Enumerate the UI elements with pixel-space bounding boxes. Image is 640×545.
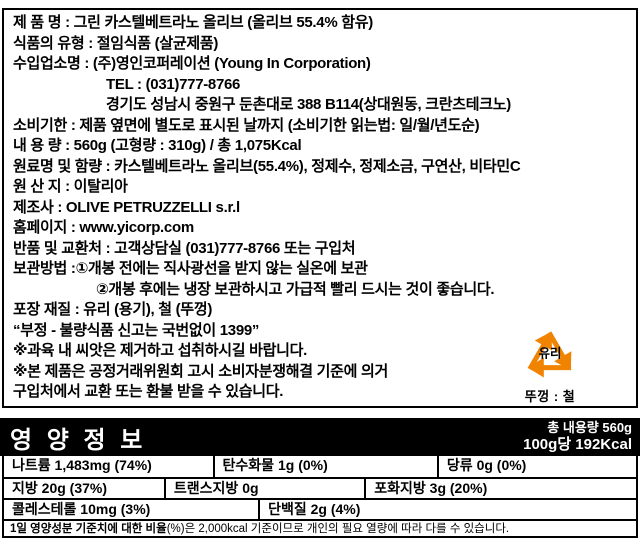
nutrient-cell: 탄수화물 1g (0%) — [212, 456, 437, 477]
nutrient-value: 10mg (3%) — [80, 501, 151, 517]
nutrient-label: 당류 — [446, 457, 477, 473]
info-line: 원료명 및 함량 : 카스텔베트라노 올리브(55.4%), 정제수, 정제소금… — [13, 157, 521, 175]
info-line: 보관방법 :①개봉 전에는 직사광선을 받지 않는 실온에 보관 — [13, 260, 368, 277]
recycle-material-label: 유리 — [539, 346, 562, 361]
nutrient-value: 1g (0%) — [277, 457, 328, 473]
nutrient-cell: 지방 20g (37%) — [4, 479, 164, 498]
info-line: 제 품 명 : 그린 카스텔베트라노 올리브 (올리브 55.4% 함유) — [13, 14, 373, 31]
glass-recycling-icon: 유리 — [527, 331, 572, 378]
nutrient-value: 20g (37%) — [41, 480, 108, 496]
nutrition-banner-right: 총 내용량 560g 100g당 192Kcal — [523, 419, 632, 453]
info-line: ※과육 내 씨앗은 제거하고 섭취하시길 바랍니다. — [13, 342, 307, 359]
nutrient-value: 0g — [242, 480, 259, 496]
nutrient-cell: 콜레스테롤 10mg (3%) — [4, 500, 258, 519]
nutrition-row: 콜레스테롤 10mg (3%) 단백질 2g (4%) — [4, 498, 636, 519]
info-line: “부정 - 불량식품 신고는 국번없이 1399” — [13, 321, 260, 339]
nutrient-cell: 트랜스지방 0g — [163, 479, 364, 498]
info-line: 포장 재질 : 유리 (용기), 철 (뚜껑) — [13, 301, 213, 318]
nutrient-label: 트랜스지방 — [173, 480, 243, 496]
lid-material-label: 뚜껑 : 철 — [524, 389, 576, 404]
nutrient-label: 단백질 — [268, 501, 311, 517]
nutrient-cell: 나트륨 1,483mg (74%) — [4, 456, 213, 477]
nutrient-label: 지방 — [12, 480, 42, 496]
product-info-box: 제 품 명 : 그린 카스텔베트라노 올리브 (올리브 55.4% 함유) 식품의… — [2, 8, 638, 408]
nutrient-value: 1,483mg (74%) — [54, 457, 152, 473]
nutrient-label: 나트륨 — [12, 457, 55, 473]
info-line: ※본 제품은 공정거래위원회 고시 소비자분쟁해결 기준에 의거 — [13, 362, 388, 380]
nutrient-cell: 포화지방 3g (20%) — [364, 479, 636, 498]
info-line: 경기도 성남시 중원구 둔촌대로 388 B114(상대원동, 크란츠테크노) — [106, 96, 511, 113]
info-line: 홈페이지 : www.yicorp.com — [13, 219, 194, 236]
nutrition-table: 나트륨 1,483mg (74%) 탄수화물 1g (0%) 당류 0g (0%) 지… — [2, 456, 638, 538]
info-line: ②개봉 후에는 냉장 보관하시고 가급적 빨리 드시는 것이 좋습니다. — [96, 280, 495, 298]
per-100g-calories: 100g당 192Kcal — [523, 435, 632, 453]
nutrient-cell: 당류 0g (0%) — [436, 456, 636, 477]
info-line: 구입처에서 교환 또는 환불 받을 수 있습니다. — [13, 383, 284, 400]
footnote-bold-text: 1일 영양성분 기준치에 대한 비율 — [10, 523, 167, 535]
info-line: 원 산 지 : 이탈리아 — [13, 178, 128, 195]
nutrition-footnote: 1일 영양성분 기준치에 대한 비율(%)은 2,000kcal 기준이므로 개… — [4, 519, 636, 536]
info-line: 제조사 : OLIVE PETRUZZELLI s.r.l — [13, 198, 240, 216]
total-content: 총 내용량 560g — [547, 419, 632, 435]
nutrient-value: 3g (20%) — [429, 480, 488, 496]
nutrient-label: 포화지방 — [374, 480, 430, 496]
nutrition-banner: 영 양 정 보 총 내용량 560g 100g당 192Kcal — [0, 418, 640, 456]
info-line: 수입업소명 : (주)영인코퍼레이션 (Young In Corporation… — [13, 55, 371, 72]
info-line: TEL : (031)777-8766 — [106, 75, 241, 93]
nutrition-row: 지방 20g (37%) 트랜스지방 0g 포화지방 3g (20%) — [4, 477, 636, 498]
nutrient-label: 콜레스테롤 — [12, 501, 81, 517]
nutrient-value: 2g (4%) — [310, 501, 361, 517]
nutrient-label: 탄수화물 — [222, 457, 278, 473]
info-line: 소비기한 : 제품 옆면에 별도로 표시된 날까지 (소비기한 읽는법: 일/월… — [13, 116, 480, 134]
nutrition-title: 영 양 정 보 — [10, 426, 147, 454]
info-line: 반품 및 교환처 : 고객상담실 (031)777-8766 또는 구입처 — [13, 239, 356, 257]
nutrient-value: 0g (0%) — [476, 457, 527, 473]
nutrient-cell: 단백질 2g (4%) — [258, 500, 636, 519]
footnote-rest-text: (%)은 2,000kcal 기준이므로 개인의 필요 열량에 따라 다를 수 … — [166, 523, 510, 535]
recycling-mark: 유리 뚜껑 : 철 — [505, 318, 595, 405]
info-line: 내 용 량 : 560g (고형량 : 310g) / 총 1,075Kcal — [13, 137, 302, 154]
info-line: 식품의 유형 : 절임식품 (살균제품) — [13, 34, 219, 52]
nutrition-row: 나트륨 1,483mg (74%) 탄수화물 1g (0%) 당류 0g (0%) — [4, 456, 636, 477]
